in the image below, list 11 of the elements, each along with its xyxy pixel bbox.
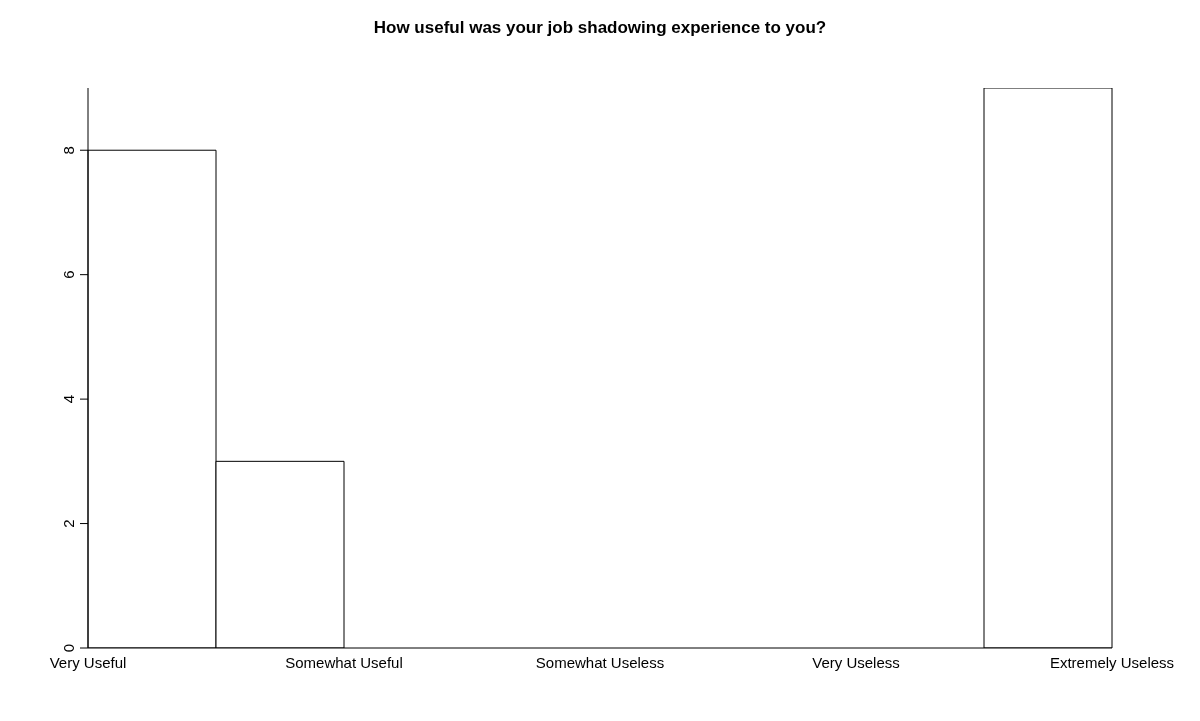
y-tick-label: 6	[60, 270, 77, 279]
text: Very Useless	[812, 654, 900, 671]
text: Somewhat Useless	[535, 654, 665, 671]
chart-title: How useful was your job shadowing experience to you?	[372, 18, 828, 39]
y-tick-label: 2	[60, 519, 77, 528]
y-tick-label: 4	[60, 394, 77, 404]
text: Very Useful	[49, 654, 127, 671]
y-tick-label: 8	[60, 146, 77, 155]
text: Extremely Useless	[1049, 654, 1175, 671]
y-tick-label: 0	[60, 643, 77, 653]
text: Somewhat Useful	[285, 654, 403, 671]
